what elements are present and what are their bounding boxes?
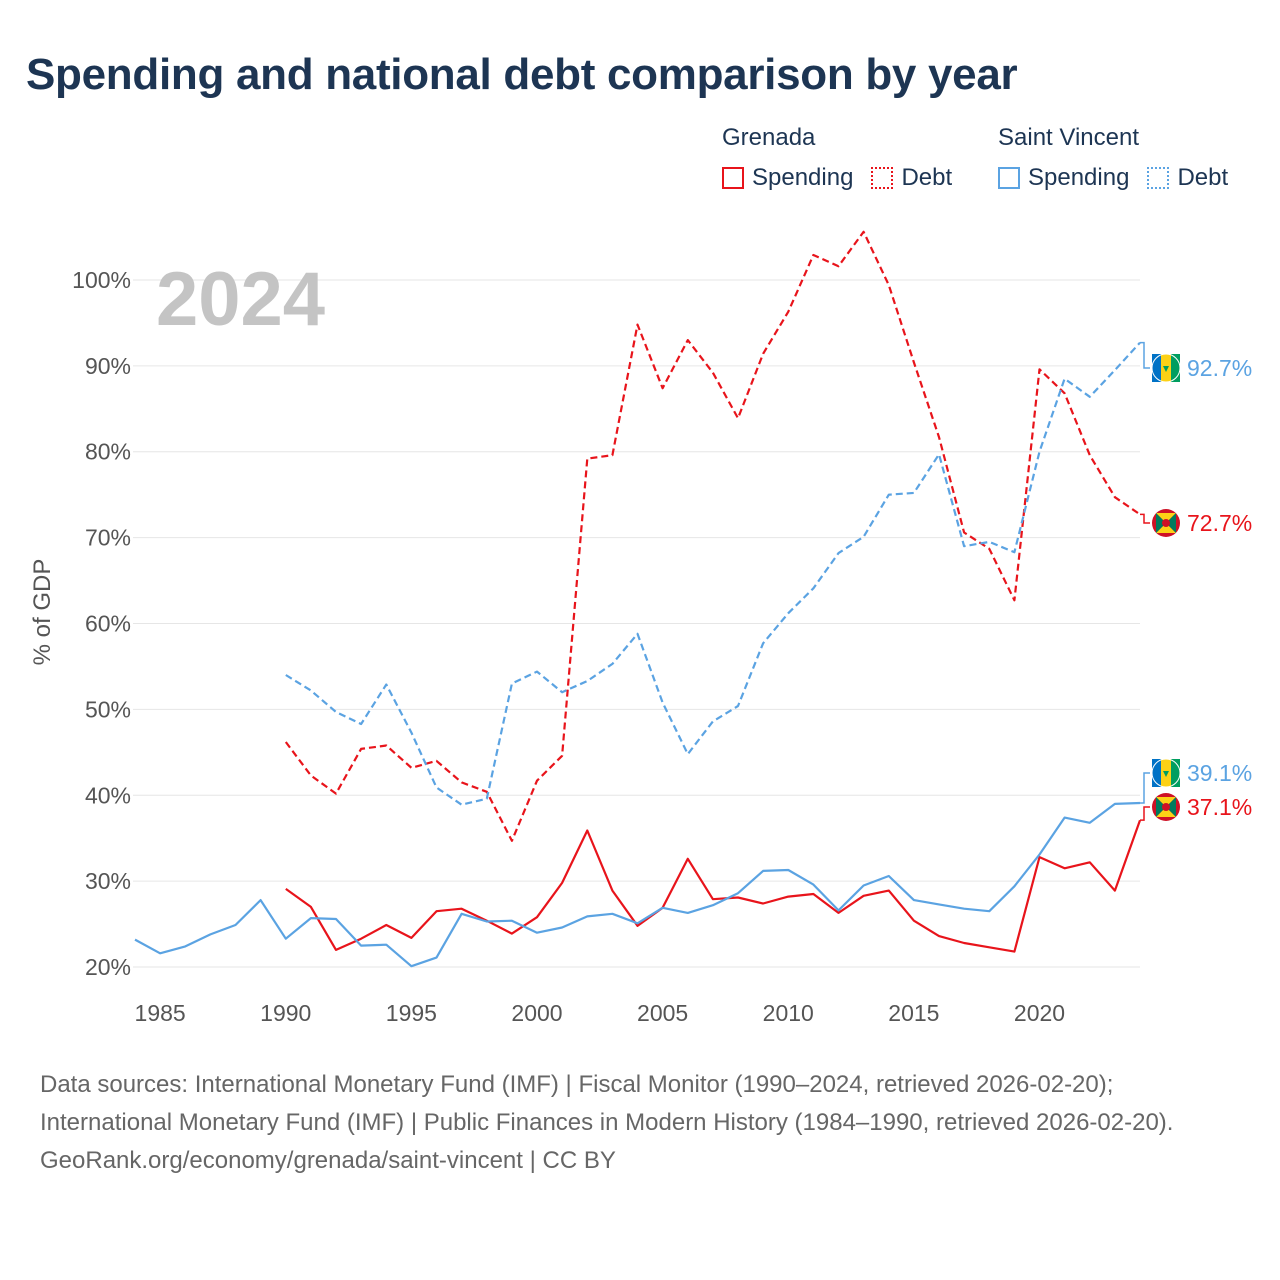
legend-item-saint-vincent-debt[interactable]: Debt	[1147, 164, 1228, 192]
x-tick-label: 2000	[511, 1000, 562, 1026]
series-line-grenada-debt	[284, 230, 1141, 842]
x-tick-label: 1985	[135, 1000, 186, 1026]
end-value-label: 37.1%	[1187, 794, 1252, 820]
saint-vincent-flag-icon	[1163, 366, 1169, 372]
saint-vincent-flag-icon	[1163, 771, 1169, 777]
label-connector	[1140, 772, 1150, 804]
legend-item-grenada-debt[interactable]: Debt	[871, 164, 952, 192]
legend-item-label: Spending	[752, 164, 854, 191]
saint-vincent-flag-icon	[1151, 758, 1181, 788]
x-tick-label: 1995	[386, 1000, 437, 1026]
label-connector	[1140, 513, 1150, 524]
grenada-flag-icon	[1162, 519, 1170, 527]
saint-vincent-flag-icon	[1171, 354, 1180, 382]
credit-link[interactable]: GeoRank.org/economy/grenada/saint-vincen…	[40, 1147, 616, 1174]
grenada-flag-icon	[1156, 807, 1176, 817]
data-sources: Data sources: International Monetary Fun…	[40, 1071, 1174, 1136]
y-tick-label: 30%	[85, 868, 131, 894]
saint-vincent-flag-icon	[1171, 759, 1180, 787]
y-tick-label: 70%	[85, 525, 131, 551]
y-axis-label: % of GDP	[29, 559, 56, 666]
series-line-saint-vincent-spending	[134, 801, 1141, 968]
legend-item-label: Spending	[1028, 164, 1130, 191]
legend-swatch	[871, 167, 894, 189]
legend-item-label: Debt	[901, 164, 953, 191]
y-tick-label: 20%	[85, 954, 131, 980]
y-tick-label: 100%	[72, 267, 131, 293]
saint-vincent-flag-icon	[1152, 354, 1161, 382]
grenada-flag-icon	[1156, 523, 1176, 533]
legend-item-label: Debt	[1177, 164, 1229, 191]
series-line-grenada-spending	[285, 819, 1142, 953]
year-watermark: 2024	[156, 257, 325, 342]
y-tick-label: 50%	[85, 696, 131, 722]
legend-swatch	[722, 167, 744, 189]
grenada-flag-icon	[1156, 797, 1176, 807]
y-tick-label: 40%	[85, 782, 131, 808]
grenada-flag-icon	[1156, 797, 1166, 817]
legend-group-saint-vincent: Saint Vincent Spending Debt	[998, 124, 1246, 192]
legend-item-grenada-spending[interactable]: Spending	[722, 164, 853, 192]
x-tick-label: 2020	[1014, 1000, 1065, 1026]
y-tick-label: 90%	[85, 353, 131, 379]
x-tick-label: 2010	[763, 1000, 814, 1026]
y-tick-label: 60%	[85, 611, 131, 637]
legend-group-title: Grenada	[722, 124, 816, 151]
grenada-flag-icon	[1166, 513, 1176, 533]
saint-vincent-flag-icon	[1152, 759, 1161, 787]
legend-swatch	[1147, 167, 1170, 189]
grenada-flag-icon	[1156, 513, 1166, 533]
saint-vincent-flag-icon	[1151, 353, 1181, 383]
legend-item-saint-vincent-spending[interactable]: Spending	[998, 164, 1129, 192]
x-tick-label: 1990	[260, 1000, 311, 1026]
end-value-label: 39.1%	[1187, 760, 1252, 786]
legend-swatch	[998, 167, 1020, 189]
grenada-flag-icon	[1156, 513, 1176, 523]
label-connector	[1140, 341, 1150, 369]
end-value-label: 72.7%	[1187, 510, 1252, 536]
chart-title: Spending and national debt comparison by…	[26, 50, 1018, 99]
grenada-flag-icon	[1162, 803, 1170, 811]
grenada-flag-icon	[1166, 797, 1176, 817]
legend-group-title: Saint Vincent	[998, 124, 1139, 151]
y-tick-label: 80%	[85, 439, 131, 465]
x-tick-label: 2015	[888, 1000, 939, 1026]
legend-group-grenada: Grenada Spending Debt	[722, 124, 970, 192]
footer: Data sources: International Monetary Fun…	[40, 1066, 1240, 1180]
series-line-saint-vincent-debt	[285, 341, 1141, 806]
x-tick-label: 2005	[637, 1000, 688, 1026]
label-connector	[1140, 806, 1150, 821]
end-value-label: 92.7%	[1187, 355, 1252, 381]
